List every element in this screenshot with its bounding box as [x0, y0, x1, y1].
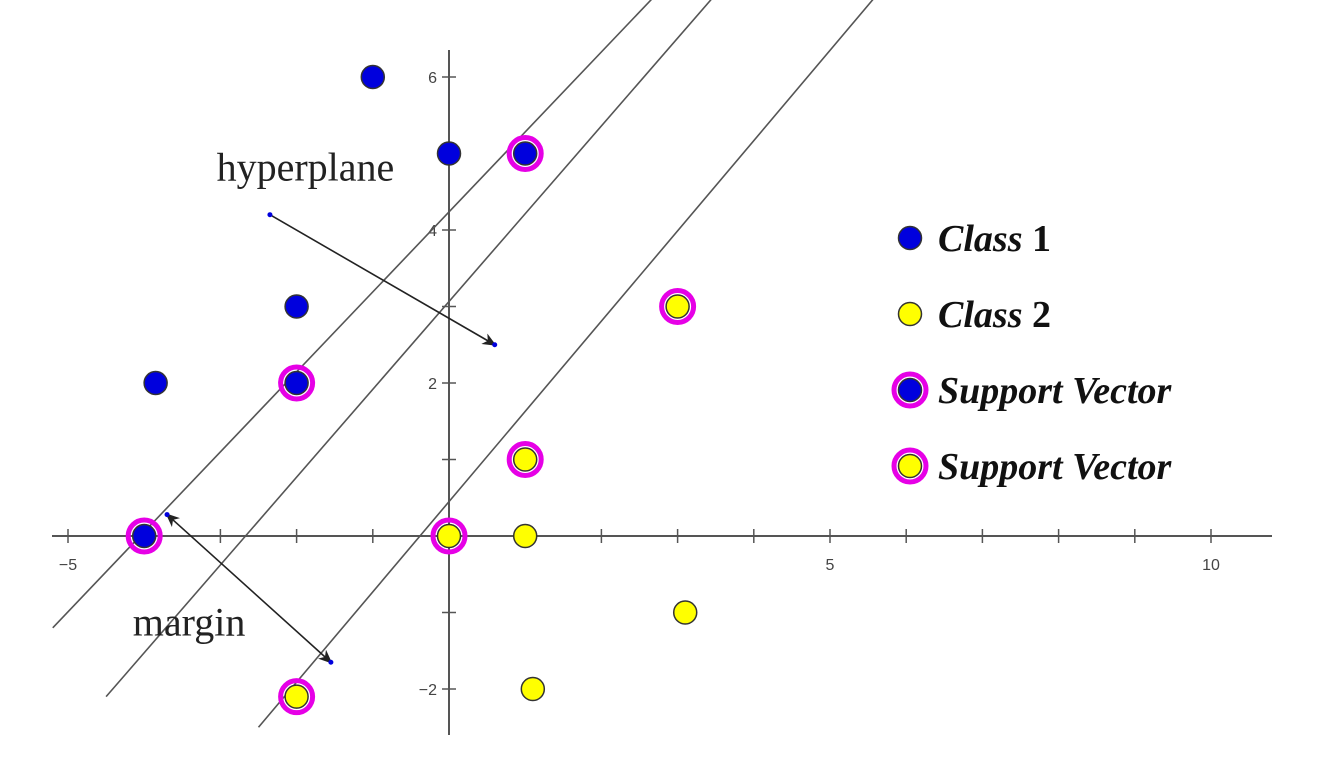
hyperplane-arrow-end [492, 342, 498, 348]
legend-label-class1: Class 1 [938, 218, 1051, 260]
data-points [125, 64, 698, 716]
legend-marker-class1 [897, 225, 923, 251]
class2-point [520, 676, 546, 702]
point-marker [897, 377, 923, 403]
point-marker [665, 294, 690, 319]
legend-label-italic: Support Vector [938, 370, 1173, 412]
class2-point [672, 600, 698, 625]
y-tick-label: 6 [428, 70, 437, 87]
support-ring [278, 364, 316, 402]
sv1-point [125, 517, 163, 555]
legend-label-sv2: Support Vector [938, 446, 1173, 488]
point-marker [672, 600, 698, 625]
point-marker [143, 370, 168, 396]
support-ring [891, 447, 929, 485]
hyperplane-line [105, 0, 712, 698]
support-ring [125, 517, 163, 555]
y-tick-label: 4 [428, 223, 437, 240]
sv2-point [506, 441, 544, 478]
legend-label-sv1: Support Vector [938, 370, 1173, 412]
margin-label: margin [133, 599, 246, 644]
point-marker [897, 453, 923, 479]
x-tick-label: −5 [59, 557, 77, 574]
class1-point [436, 141, 462, 166]
margin-arrow-end [164, 512, 170, 518]
lower-margin-line [257, 0, 874, 728]
point-marker [897, 225, 923, 251]
upper-margin-line [52, 0, 653, 629]
y-tick-label: 2 [428, 376, 437, 393]
hyperplane-arrow-end [267, 212, 273, 218]
class1-point [284, 294, 309, 319]
sv1-point [506, 135, 544, 172]
point-marker [520, 676, 546, 702]
hyperplane-arrow [269, 214, 497, 346]
class2-point [512, 523, 538, 549]
legend-label-italic: Class [938, 218, 1022, 260]
legend-label-italic: Support Vector [938, 446, 1173, 488]
x-tick-label: 5 [826, 557, 835, 574]
point-marker [284, 684, 309, 709]
sv2-point [430, 517, 468, 555]
support-ring [506, 135, 544, 172]
point-marker [897, 301, 923, 327]
support-ring [506, 441, 544, 478]
legend-marker-sv1 [891, 371, 929, 409]
sv2-point [278, 678, 316, 716]
margin-arrow [165, 513, 333, 664]
class1-point [360, 64, 386, 90]
point-marker [284, 294, 309, 319]
legend-label-class2: Class 2 [938, 294, 1051, 336]
hyperplane-label: hyperplane [217, 144, 395, 189]
point-marker [512, 141, 538, 166]
point-marker [284, 370, 309, 396]
support-ring [278, 678, 316, 716]
legend-label-number: 1 [1022, 218, 1051, 260]
legend-marker-class2 [897, 301, 923, 327]
point-marker [512, 523, 538, 549]
support-ring [430, 517, 468, 555]
support-ring [659, 288, 697, 325]
point-marker [436, 523, 462, 549]
legend-label-number: 2 [1022, 294, 1051, 336]
legend-marker-sv2 [891, 447, 929, 485]
point-marker [360, 64, 386, 90]
y-tick-label: −2 [419, 682, 437, 699]
support-ring [891, 371, 929, 409]
legend-label-italic: Class [938, 294, 1022, 336]
class1-point [143, 370, 168, 396]
point-marker [131, 523, 157, 549]
sv2-point [659, 288, 697, 325]
point-marker [512, 447, 538, 472]
annotations: hyperplane margin [133, 144, 498, 665]
margin-arrow-end [328, 659, 334, 665]
x-tick-label: 10 [1202, 557, 1220, 574]
sv1-point [278, 364, 316, 402]
point-marker [436, 141, 462, 166]
